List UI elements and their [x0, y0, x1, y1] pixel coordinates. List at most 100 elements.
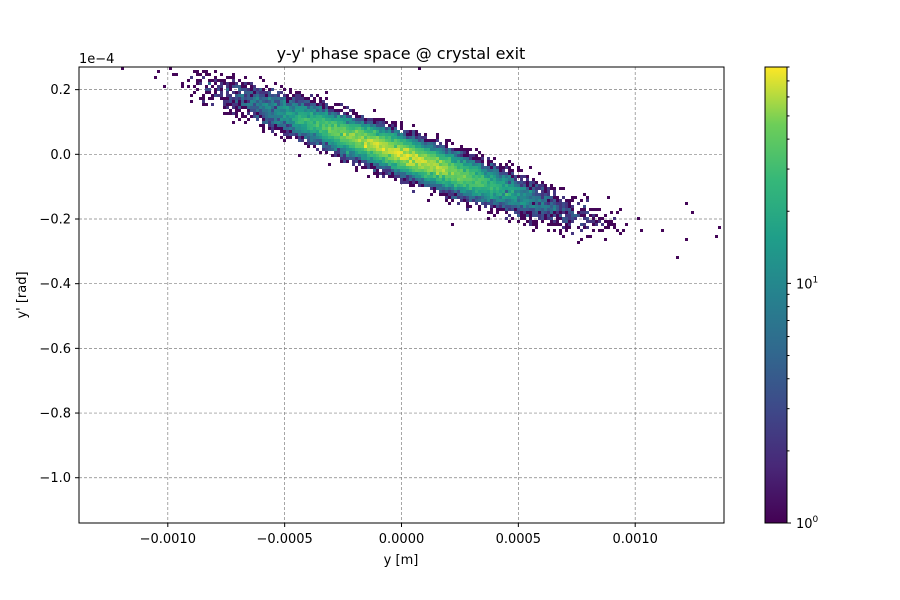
- heatmap-cell: [502, 175, 505, 178]
- heatmap-cell: [541, 220, 544, 223]
- heatmap-cell: [535, 211, 538, 214]
- heatmap-cell: [325, 145, 328, 148]
- heatmap-cell: [433, 175, 436, 178]
- heatmap-cell: [295, 130, 298, 133]
- x-tick-label: −0.0010: [140, 532, 196, 547]
- heatmap-cell: [241, 97, 244, 100]
- heatmap-cell: [319, 103, 322, 106]
- heatmap-cell: [490, 169, 493, 172]
- heatmap-cell: [343, 130, 346, 133]
- heatmap-cell: [490, 193, 493, 196]
- heatmap-cell: [517, 202, 520, 205]
- heatmap-cell: [454, 193, 457, 196]
- heatmap-cell: [394, 178, 397, 181]
- heatmap-cell: [397, 160, 400, 163]
- heatmap-cell: [307, 121, 310, 124]
- heatmap-cell: [304, 109, 307, 112]
- heatmap-cell: [361, 115, 364, 118]
- heatmap-cell: [562, 235, 565, 238]
- heatmap-cell: [526, 220, 529, 223]
- heatmap-cell: [361, 145, 364, 148]
- heatmap-cell: [451, 148, 454, 151]
- heatmap-cell: [448, 178, 451, 181]
- heatmap-cell: [367, 142, 370, 145]
- heatmap-cell: [259, 97, 262, 100]
- heatmap-cell: [376, 118, 379, 121]
- heatmap-cell: [310, 106, 313, 109]
- heatmap-cell: [439, 151, 442, 154]
- heatmap-cell: [223, 97, 226, 100]
- heatmap-cell: [556, 220, 559, 223]
- heatmap-cell: [358, 139, 361, 142]
- heatmap-cell: [346, 157, 349, 160]
- heatmap-cell: [202, 76, 205, 79]
- heatmap-cell: [430, 139, 433, 142]
- heatmap-cell: [247, 112, 250, 115]
- heatmap-cell: [433, 181, 436, 184]
- heatmap-cell: [526, 196, 529, 199]
- heatmap-cell: [391, 166, 394, 169]
- heatmap-cell: [373, 130, 376, 133]
- heatmap-cell: [472, 190, 475, 193]
- heatmap-cell: [400, 160, 403, 163]
- heatmap-cell: [565, 211, 568, 214]
- heatmap-cell: [343, 106, 346, 109]
- heatmap-cell: [322, 112, 325, 115]
- heatmap-cell: [370, 148, 373, 151]
- heatmap-cell: [472, 160, 475, 163]
- heatmap-cell: [508, 187, 511, 190]
- heatmap-cell: [259, 91, 262, 94]
- heatmap-cell: [481, 190, 484, 193]
- heatmap-cell: [310, 142, 313, 145]
- heatmap-cell: [283, 121, 286, 124]
- heatmap-cell: [241, 94, 244, 97]
- heatmap-cell: [568, 223, 571, 226]
- heatmap-cell: [259, 124, 262, 127]
- heatmap-cell: [244, 91, 247, 94]
- heatmap-cell: [478, 196, 481, 199]
- heatmap-cell: [436, 145, 439, 148]
- heatmap-cell: [418, 166, 421, 169]
- heatmap-cell: [553, 196, 556, 199]
- heatmap-cell: [250, 115, 253, 118]
- heatmap-cell: [454, 154, 457, 157]
- heatmap-cell: [451, 199, 454, 202]
- heatmap-cell: [259, 103, 262, 106]
- heatmap-cell: [451, 178, 454, 181]
- heatmap-cell: [451, 184, 454, 187]
- heatmap-cell: [349, 124, 352, 127]
- heatmap-cell: [346, 148, 349, 151]
- heatmap-cell: [232, 82, 235, 85]
- heatmap-cell: [388, 145, 391, 148]
- heatmap-cell: [559, 223, 562, 226]
- heatmap-cell: [481, 199, 484, 202]
- heatmap-cell: [373, 133, 376, 136]
- heatmap-cell: [385, 166, 388, 169]
- heatmap-cell: [466, 190, 469, 193]
- heatmap-cell: [358, 130, 361, 133]
- heatmap-cell: [382, 121, 385, 124]
- heatmap-cell: [238, 88, 241, 91]
- heatmap-cell: [487, 163, 490, 166]
- heatmap-cell: [217, 85, 220, 88]
- heatmap-cell: [364, 127, 367, 130]
- heatmap-cell: [421, 169, 424, 172]
- heatmap-cell: [484, 193, 487, 196]
- heatmap-cell: [367, 166, 370, 169]
- heatmap-cell: [262, 106, 265, 109]
- heatmap-cell: [376, 121, 379, 124]
- heatmap-cell: [403, 160, 406, 163]
- heatmap-cell: [460, 151, 463, 154]
- heatmap-cell: [490, 199, 493, 202]
- heatmap-cell: [340, 136, 343, 139]
- heatmap-cell: [484, 172, 487, 175]
- heatmap-cell: [586, 220, 589, 223]
- heatmap-cell: [355, 151, 358, 154]
- heatmap-cell: [316, 118, 319, 121]
- heatmap-cell: [283, 127, 286, 130]
- heatmap-cell: [337, 139, 340, 142]
- heatmap-cell: [661, 229, 664, 232]
- heatmap-cell: [433, 139, 436, 142]
- heatmap-cell: [256, 88, 259, 91]
- heatmap-cell: [274, 94, 277, 97]
